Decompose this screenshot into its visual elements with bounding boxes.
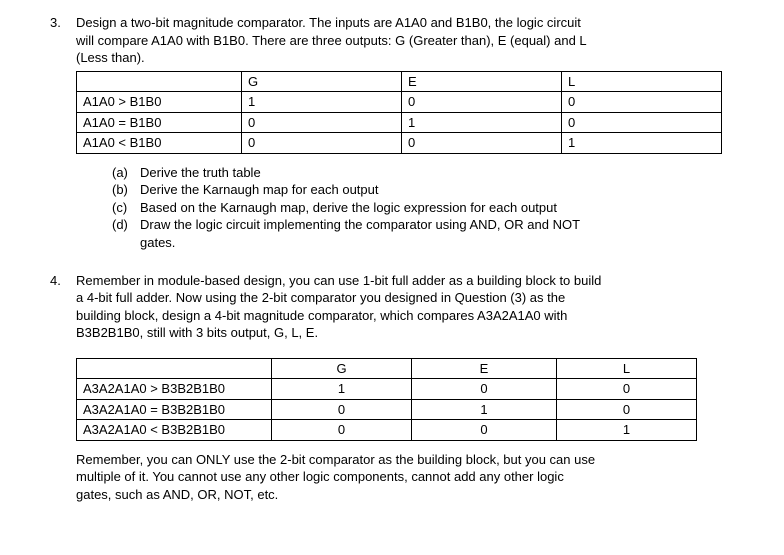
part-text: Based on the Karnaugh map, derive the lo… <box>140 199 734 217</box>
q4-after-line2: multiple of it. You cannot use any other… <box>76 468 734 486</box>
q4-prompt-line3: building block, design a 4-bit magnitude… <box>76 307 734 325</box>
q3-r2c1: 0 <box>242 133 402 154</box>
q4-r2c2: 0 <box>412 420 557 441</box>
q3-r0c3: 0 <box>562 92 722 113</box>
question-4-number: 4. <box>50 272 76 504</box>
q3-r0c1: 1 <box>242 92 402 113</box>
q4-prompt-line1: Remember in module-based design, you can… <box>76 272 734 290</box>
q3-r0c0: A1A0 > B1B0 <box>77 92 242 113</box>
q4-th-e: E <box>412 358 557 379</box>
q3-r1c3: 0 <box>562 112 722 133</box>
q4-prompt-line4: B3B2B1B0, still with 3 bits output, G, L… <box>76 324 734 342</box>
table-row: A1A0 = B1B0 0 1 0 <box>77 112 722 133</box>
q3-truth-table: G E L A1A0 > B1B0 1 0 0 A1A0 = B1B0 0 1 … <box>76 71 722 154</box>
part-text: Derive the Karnaugh map for each output <box>140 181 734 199</box>
q3-r2c0: A1A0 < B1B0 <box>77 133 242 154</box>
q3-r2c2: 0 <box>402 133 562 154</box>
table-row: A3A2A1A0 < B3B2B1B0 0 0 1 <box>77 420 697 441</box>
q4-r2c0: A3A2A1A0 < B3B2B1B0 <box>77 420 272 441</box>
q3-r1c2: 1 <box>402 112 562 133</box>
q4-r2c1: 0 <box>272 420 412 441</box>
question-3: 3. Design a two-bit magnitude comparator… <box>50 14 734 266</box>
q4-r0c2: 0 <box>412 379 557 400</box>
q3-part-d-cont: gates. <box>140 234 734 252</box>
q4-r1c0: A3A2A1A0 = B3B2B1B0 <box>77 399 272 420</box>
q4-r0c1: 1 <box>272 379 412 400</box>
q4-r1c3: 0 <box>557 399 697 420</box>
q3-r2c3: 1 <box>562 133 722 154</box>
q3-th-l: L <box>562 71 722 92</box>
q3-prompt-line2: will compare A1A0 with B1B0. There are t… <box>76 32 734 50</box>
q4-r0c0: A3A2A1A0 > B3B2B1B0 <box>77 379 272 400</box>
q4-truth-table: G E L A3A2A1A0 > B3B2B1B0 1 0 0 A3A2A1A0… <box>76 358 697 441</box>
question-3-number: 3. <box>50 14 76 266</box>
q3-prompt-line1: Design a two-bit magnitude comparator. T… <box>76 14 734 32</box>
q4-after-line3: gates, such as AND, OR, NOT, etc. <box>76 486 734 504</box>
table-row: G E L <box>77 358 697 379</box>
part-text: Draw the logic circuit implementing the … <box>140 216 734 234</box>
q4-r1c2: 1 <box>412 399 557 420</box>
q3-r1c1: 0 <box>242 112 402 133</box>
document-page: 3. Design a two-bit magnitude comparator… <box>0 0 784 520</box>
q4-th-l: L <box>557 358 697 379</box>
question-3-body: Design a two-bit magnitude comparator. T… <box>76 14 734 266</box>
part-label: (a) <box>112 164 140 182</box>
q3-part-b: (b) Derive the Karnaugh map for each out… <box>112 181 734 199</box>
q3-parts-list: (a) Derive the truth table (b) Derive th… <box>112 164 734 252</box>
part-label: (b) <box>112 181 140 199</box>
q4-prompt-line2: a 4-bit full adder. Now using the 2-bit … <box>76 289 734 307</box>
q4-r0c3: 0 <box>557 379 697 400</box>
q4-th-g: G <box>272 358 412 379</box>
q4-r2c3: 1 <box>557 420 697 441</box>
q3-part-a: (a) Derive the truth table <box>112 164 734 182</box>
q4-th-blank <box>77 358 272 379</box>
table-row: A3A2A1A0 = B3B2B1B0 0 1 0 <box>77 399 697 420</box>
table-row: A1A0 > B1B0 1 0 0 <box>77 92 722 113</box>
q3-part-d: (d) Draw the logic circuit implementing … <box>112 216 734 234</box>
question-4-body: Remember in module-based design, you can… <box>76 272 734 504</box>
q3-part-c: (c) Based on the Karnaugh map, derive th… <box>112 199 734 217</box>
q3-r1c0: A1A0 = B1B0 <box>77 112 242 133</box>
table-row: G E L <box>77 71 722 92</box>
q3-th-blank <box>77 71 242 92</box>
q3-prompt-line3: (Less than). <box>76 49 734 67</box>
q4-after-paragraph: Remember, you can ONLY use the 2-bit com… <box>76 451 734 504</box>
q3-th-g: G <box>242 71 402 92</box>
question-4: 4. Remember in module-based design, you … <box>50 272 734 504</box>
spacer <box>76 342 734 354</box>
table-row: A1A0 < B1B0 0 0 1 <box>77 133 722 154</box>
q4-after-line1: Remember, you can ONLY use the 2-bit com… <box>76 451 734 469</box>
part-label: (c) <box>112 199 140 217</box>
table-row: A3A2A1A0 > B3B2B1B0 1 0 0 <box>77 379 697 400</box>
q3-r0c2: 0 <box>402 92 562 113</box>
part-text: Derive the truth table <box>140 164 734 182</box>
q4-r1c1: 0 <box>272 399 412 420</box>
q3-th-e: E <box>402 71 562 92</box>
part-label: (d) <box>112 216 140 234</box>
